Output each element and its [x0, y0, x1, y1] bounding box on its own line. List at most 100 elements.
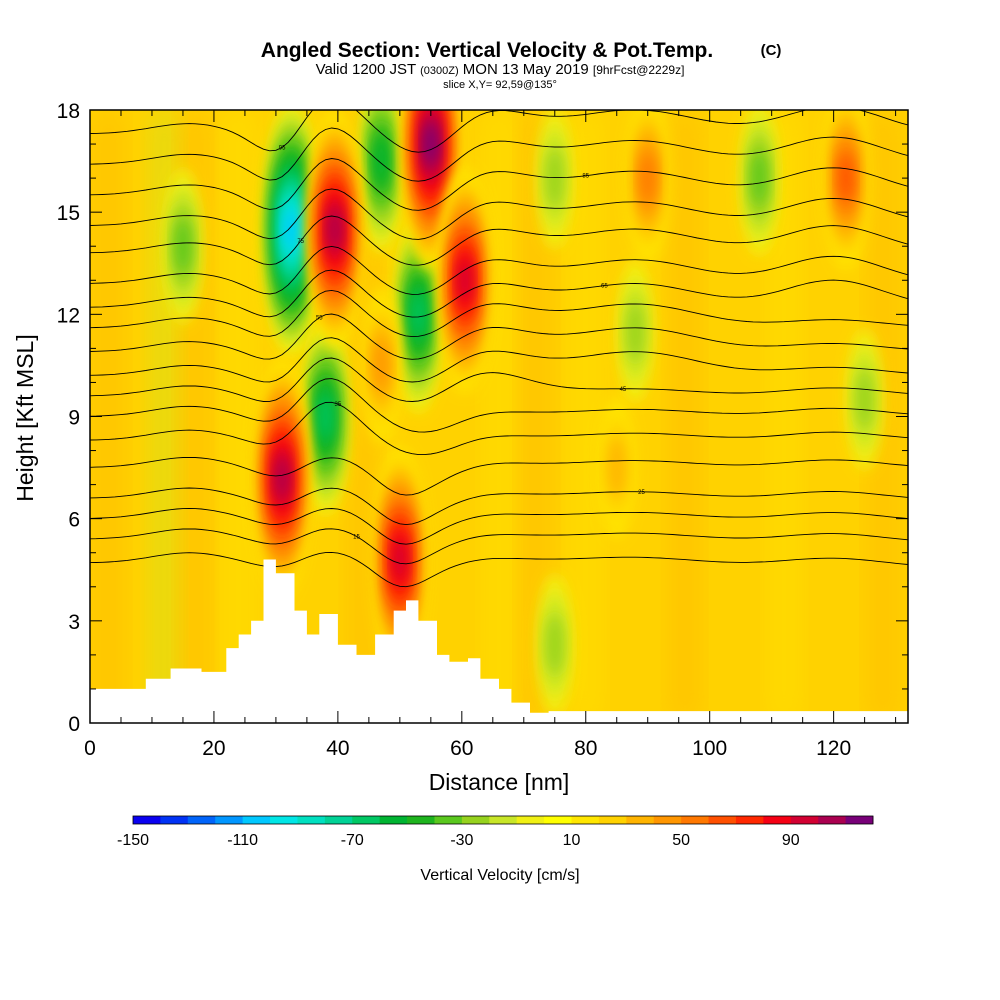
- colorbar-swatch-21: [708, 816, 737, 824]
- downdraft-core-2: [359, 110, 404, 254]
- slice-label: slice X,Y= 92,59@135°: [443, 79, 557, 91]
- colorbar-tick-labels: -150 -110 -70 -30 10 50 90: [117, 832, 800, 849]
- y-tick-label-15: 15: [57, 202, 80, 225]
- updraft-core-1: [307, 110, 362, 350]
- plot-area: 15 25 35 45 55 65 75 85 95: [90, 110, 908, 723]
- subtitle-valid: Valid 1200 JST: [316, 61, 416, 78]
- colorbar-swatch-22: [735, 816, 764, 824]
- colorbar-swatch-10: [407, 816, 435, 824]
- colorbar-swatch-24: [790, 816, 819, 824]
- colorbar-swatch-4: [242, 816, 271, 824]
- colorbar-swatch-2: [187, 816, 216, 824]
- colorbar-swatch-20: [681, 816, 709, 824]
- isentrope-label-95: 95: [279, 145, 286, 151]
- isentrope-55: [90, 313, 908, 360]
- y-axis-label: Height [Kft MSL]: [12, 334, 38, 501]
- isentrope-label-35: 35: [335, 402, 342, 408]
- isentrope-90: [90, 127, 908, 182]
- subtitle-utc: (0300Z): [420, 65, 459, 77]
- x-tick-label-20: 20: [202, 737, 225, 760]
- colorbar-tick--70: -70: [341, 832, 364, 849]
- downdraft-core-8: [617, 260, 654, 403]
- colorbar-tick--150: -150: [117, 832, 149, 849]
- colorbar-label: Vertical Velocity [cm/s]: [420, 867, 579, 884]
- chart-title: Angled Section: Vertical Velocity & Pot.…: [261, 39, 713, 62]
- colorbar-tick--30: -30: [450, 832, 473, 849]
- terrain-mask: [90, 559, 908, 723]
- chart-subtitle: Valid 1200 JST (0300Z) MON 13 May 2019 […: [316, 61, 685, 78]
- downdraft-core-5: [536, 110, 573, 250]
- isentrope-label-45: 45: [620, 387, 627, 393]
- y-axis-ticks: 0 3 6 9 12 15 18: [57, 100, 908, 736]
- isentrope-65: [90, 269, 908, 318]
- colorbar-swatch-8: [352, 816, 381, 824]
- isentrope-40: [90, 378, 908, 433]
- isentrope-50: [90, 337, 908, 383]
- x-tick-label-0: 0: [84, 737, 96, 760]
- texture-band-3: [226, 110, 251, 723]
- colorbar-swatch-5: [270, 816, 298, 824]
- subtitle-forecast: [9hrFcst@2229z]: [593, 63, 685, 77]
- isentrope-label-15: 15: [353, 534, 360, 540]
- isentrope-25: [90, 487, 908, 526]
- colorbar-swatch-16: [571, 816, 600, 824]
- downdraft-core-4: [163, 168, 203, 325]
- colorbar-swatch-0: [133, 816, 161, 824]
- updraft-core-0: [255, 357, 310, 598]
- x-tick-label-40: 40: [326, 737, 349, 760]
- x-tick-label-60: 60: [450, 737, 473, 760]
- isentrope-85: [90, 158, 908, 211]
- y-tick-label-0: 0: [68, 713, 80, 736]
- updraft-core-7: [824, 110, 868, 271]
- y-tick-label-18: 18: [57, 100, 80, 123]
- isentrope-75: [90, 215, 908, 266]
- x-axis-ticks: 0 20 40 60 80 100 120: [84, 110, 897, 760]
- texture-band-5: [487, 110, 511, 723]
- updraft-core-5: [362, 287, 401, 444]
- isentrope-30: [90, 456, 908, 496]
- colorbar-swatch-19: [653, 816, 682, 824]
- colorbar-swatch-1: [160, 816, 189, 824]
- colorbar-swatch-14: [516, 816, 545, 824]
- colorbar-swatch-3: [215, 816, 244, 824]
- x-tick-label-80: 80: [574, 737, 597, 760]
- isentrope-60: [90, 289, 908, 338]
- x-tick-label-120: 120: [816, 737, 851, 760]
- colorbar-swatch-26: [845, 816, 874, 824]
- colorbar-tick-90: 90: [782, 832, 800, 849]
- colorbar-swatch-11: [434, 816, 463, 824]
- chart-title-suffix: (C): [761, 42, 782, 59]
- y-tick-label-6: 6: [68, 509, 80, 532]
- colorbar: [132, 815, 874, 825]
- isentrope-label-55: 55: [316, 316, 323, 322]
- subtitle-date: MON 13 May 2019: [463, 61, 589, 78]
- texture-band-8: [672, 110, 697, 723]
- isentrope-80: [90, 188, 908, 240]
- isentrope-15: [90, 528, 908, 565]
- colorbar-tick-10: 10: [563, 832, 581, 849]
- x-tick-label-100: 100: [692, 737, 727, 760]
- isentrope-label-65: 65: [601, 284, 608, 290]
- downdraft-core-1: [302, 317, 349, 516]
- colorbar-swatch-12: [461, 816, 490, 824]
- downdraft-core-7: [846, 328, 883, 471]
- isentrope-45: [90, 357, 908, 402]
- downdraft-core-9: [536, 573, 573, 716]
- isentrope-10: [90, 551, 908, 588]
- texture-band-7: [573, 110, 598, 723]
- isentrope-label-85: 85: [582, 174, 589, 180]
- y-tick-label-9: 9: [68, 407, 80, 430]
- colorbar-swatch-17: [598, 816, 627, 824]
- colorbar-swatch-18: [626, 816, 655, 824]
- downdraft-core-0: [263, 110, 320, 357]
- colorbar-tick--110: -110: [227, 832, 258, 849]
- isentrope-label-75: 75: [297, 239, 304, 245]
- isentrope-label-25: 25: [638, 490, 645, 496]
- x-axis-label: Distance [nm]: [429, 769, 570, 795]
- updraft-core-6: [627, 110, 669, 264]
- y-tick-label-3: 3: [68, 611, 80, 634]
- colorbar-swatch-13: [489, 816, 518, 824]
- updraft-core-8: [598, 396, 635, 539]
- colorbar-swatch-7: [324, 816, 353, 824]
